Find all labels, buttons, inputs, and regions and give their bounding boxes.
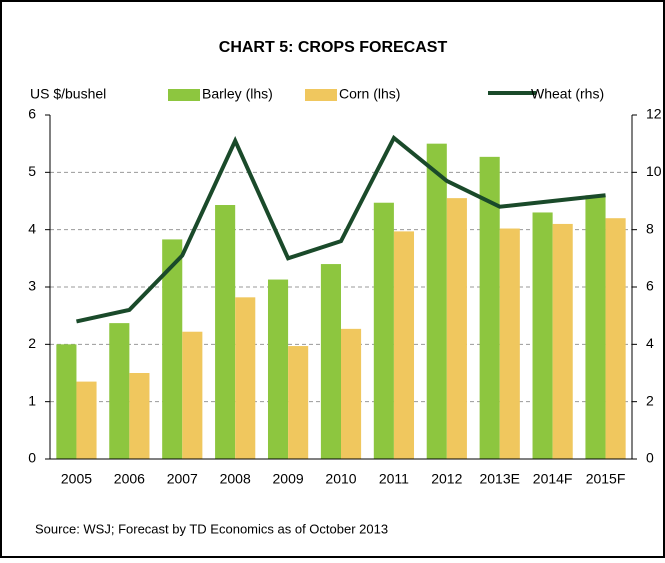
bar bbox=[585, 195, 606, 459]
bar bbox=[215, 205, 236, 459]
x-tick-label: 2006 bbox=[114, 471, 145, 487]
x-tick-label: 2005 bbox=[61, 471, 92, 487]
x-tick-label: 2013E bbox=[479, 471, 519, 487]
bar bbox=[605, 218, 626, 459]
y2-tick-label: 0 bbox=[646, 450, 654, 466]
legend-swatch bbox=[305, 89, 337, 101]
x-tick-label: 2014F bbox=[533, 471, 573, 487]
y-tick-label: 5 bbox=[28, 163, 36, 179]
bar bbox=[288, 346, 309, 459]
bar bbox=[129, 373, 150, 459]
bar bbox=[373, 202, 394, 459]
source: Source: WSJ; Forecast by TD Economics as… bbox=[35, 521, 388, 536]
bar bbox=[109, 323, 130, 459]
x-tick-label: 2015F bbox=[586, 471, 626, 487]
bar bbox=[76, 381, 97, 459]
y-tick-label: 4 bbox=[28, 220, 36, 236]
bar bbox=[320, 264, 341, 459]
x-tick-label: 2010 bbox=[325, 471, 356, 487]
y-tick-label: 0 bbox=[28, 450, 36, 466]
bar bbox=[446, 198, 467, 459]
bar bbox=[479, 156, 500, 459]
bar bbox=[267, 279, 289, 459]
line bbox=[76, 134, 606, 324]
bar bbox=[182, 331, 203, 459]
y-tick-label: 2 bbox=[28, 335, 36, 351]
bar bbox=[426, 143, 447, 459]
legend-label: Corn (lhs) bbox=[339, 86, 400, 102]
y-axis-label: US $/bushel bbox=[30, 86, 106, 102]
y2-tick-label: 4 bbox=[646, 335, 654, 351]
y2-tick-label: 10 bbox=[646, 163, 662, 179]
x-tick-label: 2009 bbox=[273, 471, 304, 487]
x-tick-label: 2007 bbox=[167, 471, 198, 487]
x-tick-label: 2012 bbox=[431, 471, 462, 487]
y2-tick-label: 6 bbox=[646, 278, 654, 294]
legend-label: Barley (lhs) bbox=[202, 86, 273, 102]
chart-title: CHART 5: CROPS FORECAST bbox=[219, 39, 448, 56]
y2-tick-label: 8 bbox=[646, 220, 654, 236]
legend-label: Wheat (rhs) bbox=[531, 86, 604, 102]
bar bbox=[532, 212, 553, 459]
bar bbox=[56, 344, 77, 459]
legend-swatch bbox=[168, 89, 200, 101]
bar bbox=[341, 328, 362, 459]
bar bbox=[235, 297, 256, 459]
bar bbox=[393, 231, 415, 459]
y-tick-label: 1 bbox=[28, 392, 36, 408]
y2-tick-label: 2 bbox=[646, 392, 654, 408]
bar bbox=[552, 223, 573, 459]
y-tick-label: 3 bbox=[28, 278, 36, 294]
x-tick-label: 2008 bbox=[220, 471, 251, 487]
bar bbox=[499, 228, 520, 459]
y-tick-label: 6 bbox=[28, 106, 36, 122]
bar bbox=[162, 239, 183, 459]
x-tick-label: 2011 bbox=[379, 471, 409, 487]
y2-tick-label: 12 bbox=[646, 106, 662, 122]
